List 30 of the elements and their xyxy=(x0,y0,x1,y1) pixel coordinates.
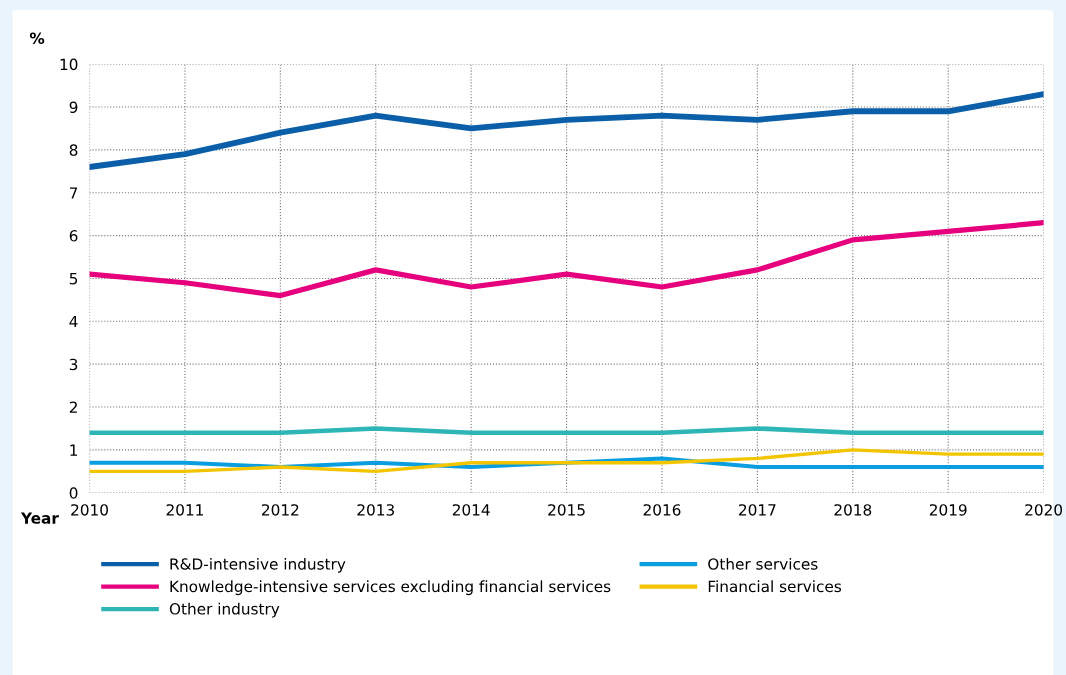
legend-label: R&D-intensive industry xyxy=(170,557,346,573)
legend-label: Knowledge-intensive services excluding financial services xyxy=(170,580,611,596)
x-tick-label: 2018 xyxy=(834,504,872,516)
y-tick-label: 6 xyxy=(69,230,78,242)
x-tick-label: 2016 xyxy=(643,504,681,516)
x-tick-label: 2014 xyxy=(452,504,490,516)
x-tick-label: 2020 xyxy=(1025,504,1063,516)
x-tick-label: 2019 xyxy=(929,504,967,516)
x-tick-label: 2015 xyxy=(548,504,585,516)
y-tick-label: 3 xyxy=(69,358,78,371)
x-tick-label: 2010 xyxy=(71,504,108,516)
y-tick-label: 1 xyxy=(70,444,78,456)
y-tick-label: 10 xyxy=(60,58,78,71)
y-tick-label: 0 xyxy=(69,487,78,499)
x-tick-label: 2017 xyxy=(739,504,776,516)
legend-label: Financial services xyxy=(708,580,842,593)
x-axis-title: Year xyxy=(20,512,59,524)
y-tick-label: 8 xyxy=(69,144,78,156)
legend-label: Other services xyxy=(708,557,818,570)
y-tick-label: 5 xyxy=(69,273,78,285)
y-tick-label: 7 xyxy=(69,187,78,199)
x-tick-label: 2011 xyxy=(166,504,203,516)
x-tick-label: 2013 xyxy=(357,504,394,516)
x-tick-label: 2012 xyxy=(262,504,299,516)
y-axis-title: % xyxy=(29,32,45,45)
line-series xyxy=(89,448,1044,473)
y-tick-label: 4 xyxy=(69,315,78,328)
y-tick-label: 9 xyxy=(69,101,78,114)
legend-label: Other industry xyxy=(169,602,280,618)
y-tick-label: 2 xyxy=(69,401,77,413)
